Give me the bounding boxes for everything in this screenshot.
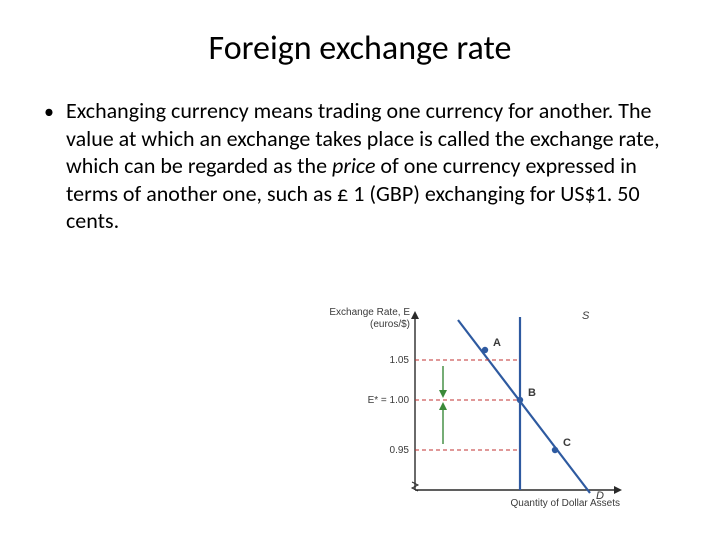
svg-text:1.05: 1.05 (390, 355, 410, 366)
svg-text:(euros/$): (euros/$) (370, 319, 410, 330)
slide: Foreign exchange rate • Exchanging curre… (0, 0, 720, 540)
svg-text:C: C (563, 437, 571, 449)
svg-text:A: A (493, 337, 501, 349)
svg-text:E* = 1.00: E* = 1.00 (368, 395, 410, 406)
bullet-item: • Exchanging currency means trading one … (42, 97, 678, 235)
svg-text:Quantity of Dollar Assets: Quantity of Dollar Assets (511, 498, 621, 509)
bullet-marker: • (42, 97, 66, 125)
svg-text:0.95: 0.95 (390, 445, 410, 456)
exchange-rate-chart: Exchange Rate, E(euros/$)SD1.05E* = 1.00… (320, 305, 650, 515)
svg-text:Exchange Rate, E: Exchange Rate, E (329, 307, 410, 318)
bullet-text: Exchanging currency means trading one cu… (66, 97, 678, 235)
svg-text:B: B (528, 387, 536, 399)
bullet-italic: price (332, 152, 375, 179)
slide-title: Foreign exchange rate (42, 28, 678, 69)
svg-text:S: S (582, 310, 590, 322)
chart-svg: Exchange Rate, E(euros/$)SD1.05E* = 1.00… (320, 305, 650, 515)
